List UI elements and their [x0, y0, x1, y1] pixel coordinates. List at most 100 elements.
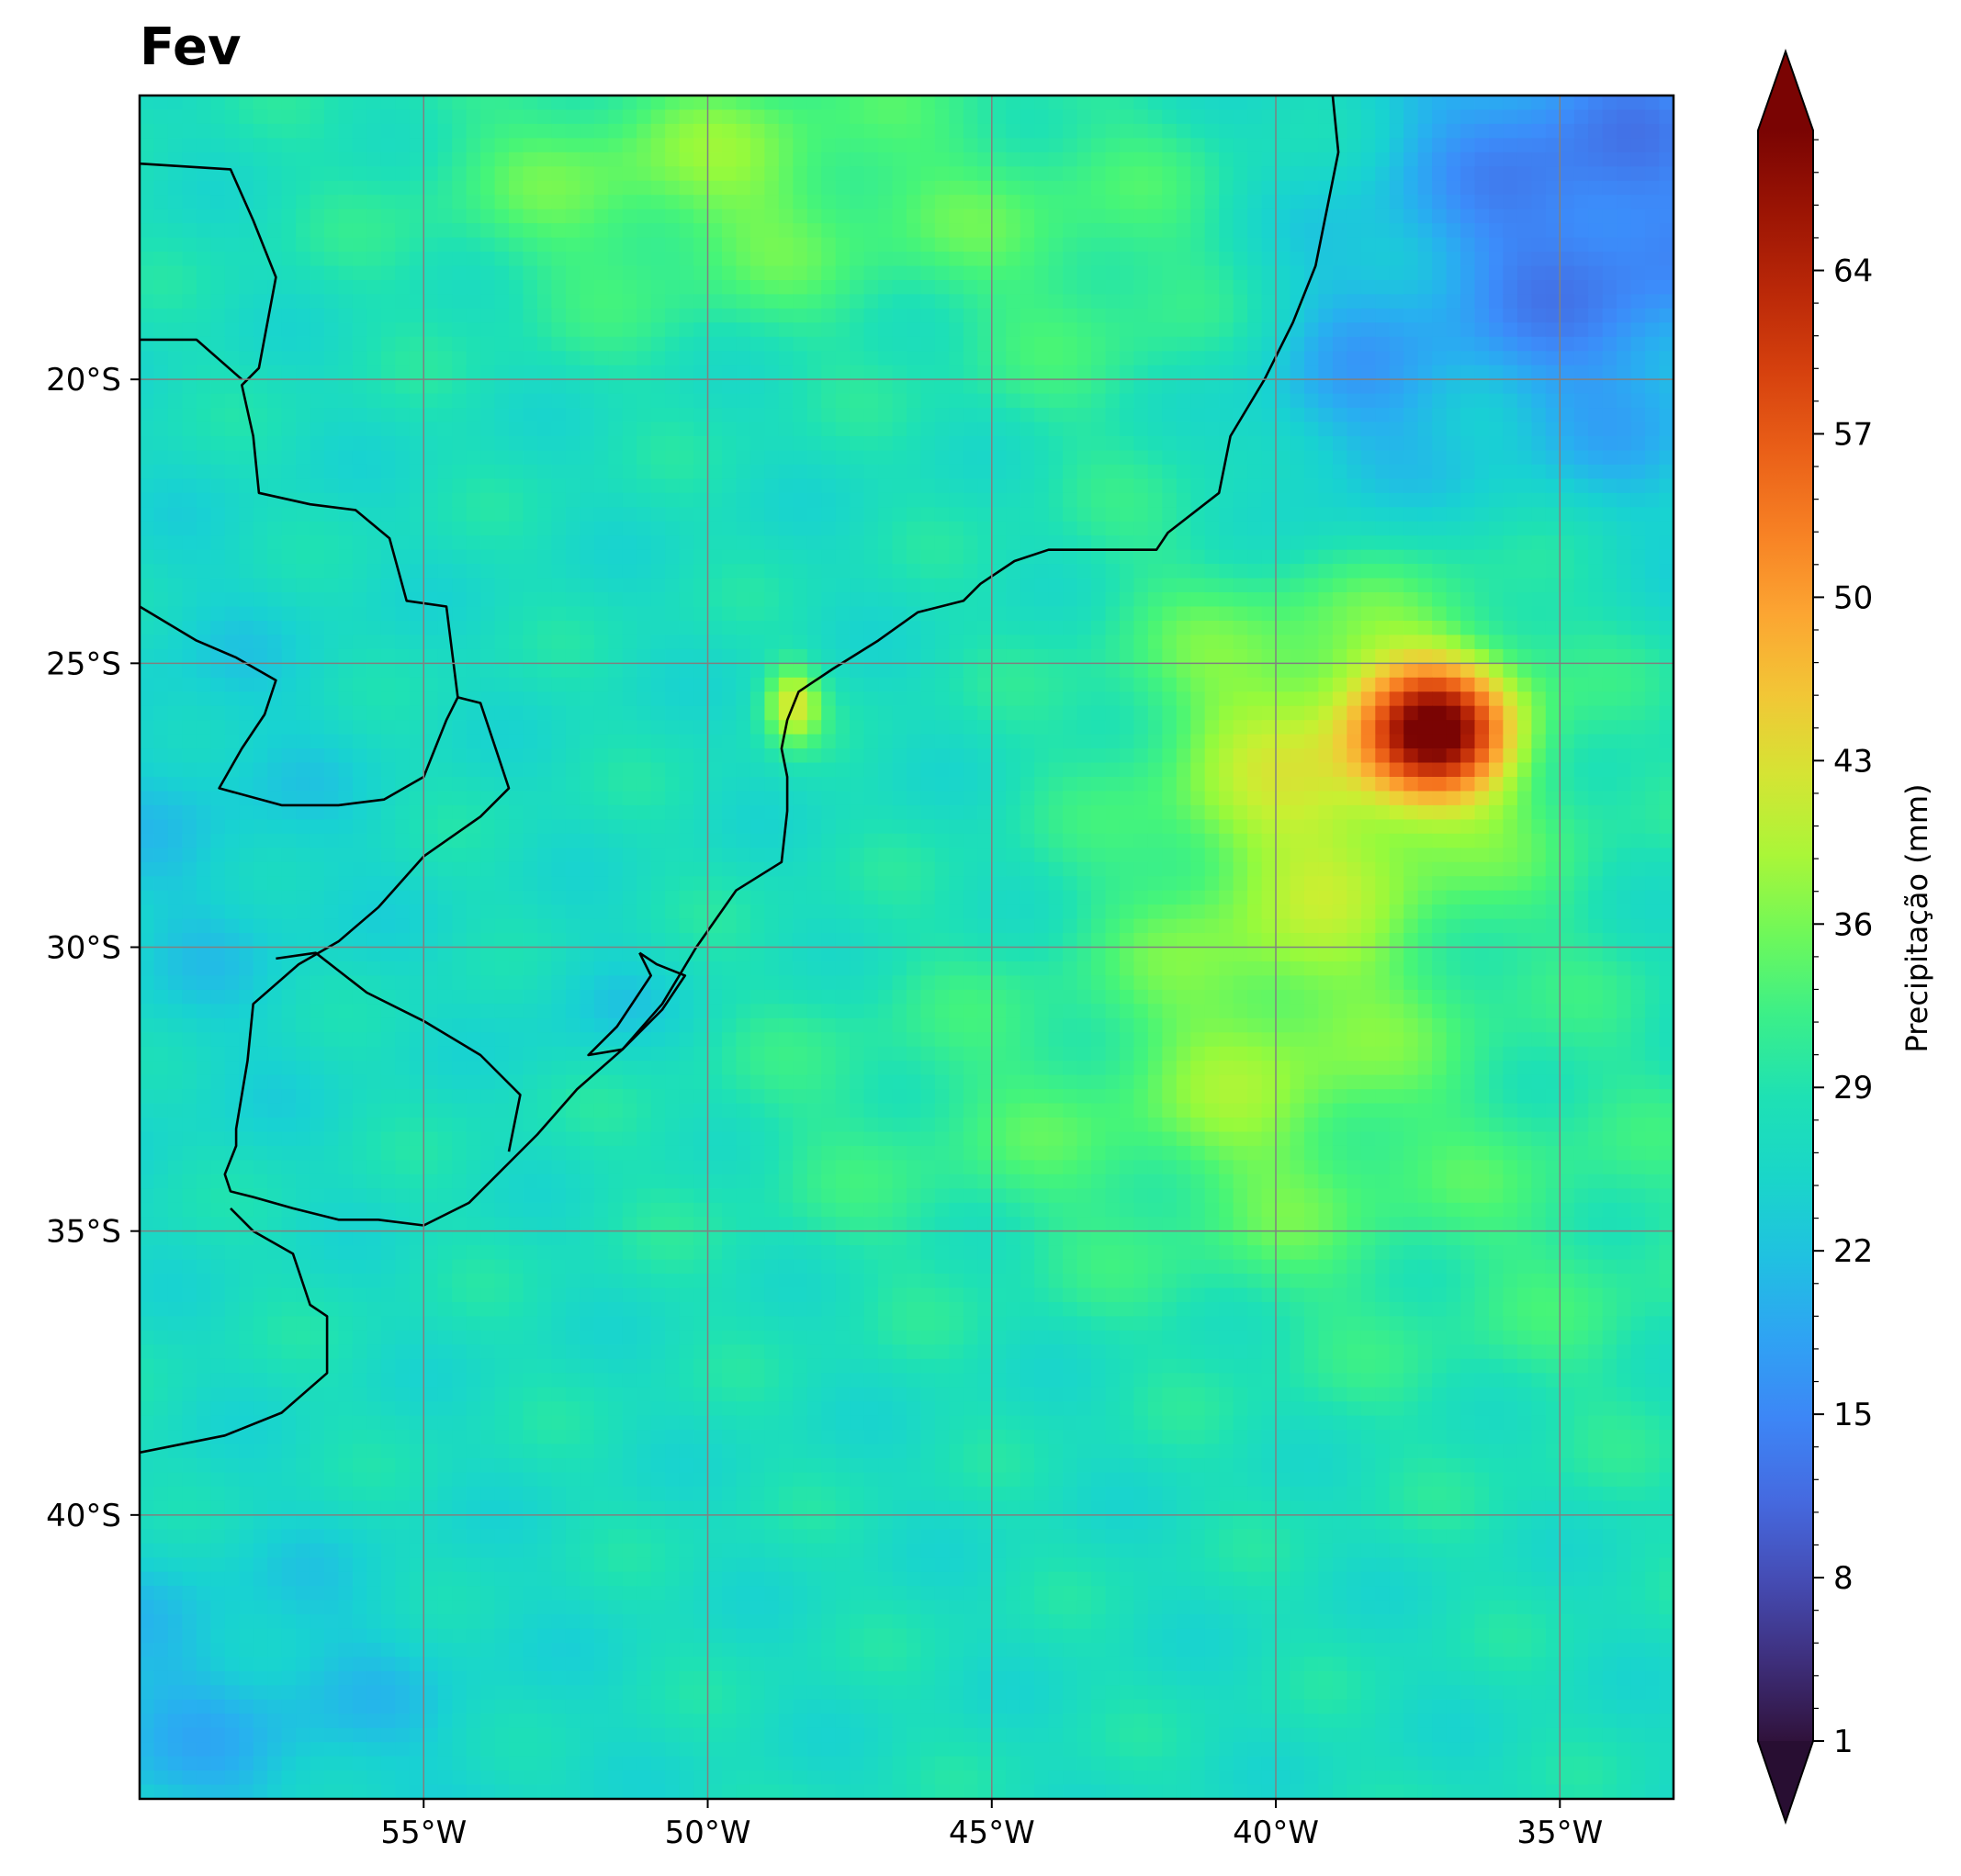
field-cell — [1531, 535, 1547, 551]
field-cell — [949, 734, 964, 749]
field-cell — [1091, 535, 1107, 551]
field-cell — [1204, 507, 1220, 522]
field-cell — [1360, 223, 1376, 239]
field-cell — [1247, 237, 1263, 253]
field-cell — [494, 734, 510, 749]
field-cell — [466, 720, 481, 736]
field-cell — [324, 478, 340, 494]
field-cell — [806, 294, 822, 309]
field-cell — [707, 549, 723, 565]
field-cell — [593, 436, 609, 452]
field-cell — [1531, 379, 1547, 395]
field-cell — [210, 109, 226, 125]
field-cell — [1560, 720, 1575, 736]
field-cell — [1063, 421, 1078, 437]
field-cell — [991, 464, 1007, 479]
field-cell — [1020, 308, 1035, 323]
field-cell — [991, 152, 1007, 167]
field-cell — [920, 478, 936, 494]
field-cell — [637, 393, 652, 409]
field-cell — [1503, 408, 1518, 423]
field-cell — [793, 208, 808, 224]
field-cell — [380, 606, 396, 622]
field-cell — [210, 294, 226, 309]
field-cell — [1006, 123, 1021, 139]
field-cell — [878, 549, 894, 565]
field-cell — [253, 535, 268, 551]
field-cell — [167, 648, 183, 664]
field-cell — [1204, 308, 1220, 323]
field-cell — [1602, 507, 1617, 522]
field-cell — [637, 663, 652, 679]
field-cell — [665, 152, 681, 167]
field-cell — [296, 492, 311, 508]
field-cell — [296, 95, 311, 111]
field-cell — [806, 351, 822, 366]
field-cell — [296, 421, 311, 437]
field-cell — [480, 578, 496, 593]
field-cell — [1460, 180, 1476, 196]
field-cell — [1304, 592, 1320, 608]
field-cell — [650, 152, 666, 167]
field-cell — [1545, 606, 1561, 622]
field-cell — [1233, 549, 1248, 565]
field-cell — [153, 109, 169, 125]
field-cell — [1219, 223, 1234, 239]
field-cell — [196, 223, 211, 239]
field-cell — [679, 237, 694, 253]
field-cell — [423, 648, 439, 664]
field-cell — [1503, 393, 1518, 409]
field-cell — [907, 109, 922, 125]
field-cell — [1006, 336, 1021, 352]
field-cell — [1318, 663, 1334, 679]
field-cell — [1219, 365, 1234, 380]
field-cell — [977, 109, 993, 125]
field-cell — [1503, 450, 1518, 466]
field-cell — [1105, 535, 1121, 551]
field-cell — [338, 663, 354, 679]
field-cell — [977, 592, 993, 608]
field-cell — [366, 95, 382, 111]
field-cell — [196, 705, 211, 721]
field-cell — [1360, 379, 1376, 395]
field-cell — [1347, 549, 1362, 565]
field-cell — [722, 195, 738, 210]
field-cell — [892, 208, 907, 224]
field-cell — [693, 208, 709, 224]
field-cell — [210, 393, 226, 409]
field-cell — [1119, 138, 1134, 153]
field-cell — [1076, 691, 1092, 707]
field-cell — [352, 393, 367, 409]
field-cell — [565, 507, 580, 522]
field-cell — [707, 621, 723, 636]
field-cell — [580, 237, 595, 253]
field-cell — [722, 507, 738, 522]
field-cell — [1360, 336, 1376, 352]
field-cell — [1545, 393, 1561, 409]
field-cell — [707, 379, 723, 395]
field-cell — [494, 95, 510, 111]
field-cell — [821, 535, 837, 551]
field-cell — [1190, 95, 1206, 111]
field-cell — [167, 180, 183, 196]
field-cell — [722, 379, 738, 395]
field-cell — [1417, 138, 1433, 153]
field-cell — [1105, 95, 1121, 111]
field-cell — [182, 408, 197, 423]
field-cell — [452, 336, 468, 352]
field-cell — [1006, 592, 1021, 608]
field-cell — [1233, 578, 1248, 593]
field-cell — [806, 492, 822, 508]
field-cell — [1247, 351, 1263, 366]
field-cell — [1602, 720, 1617, 736]
field-cell — [1617, 535, 1632, 551]
field-cell — [1588, 535, 1604, 551]
field-cell — [494, 648, 510, 664]
field-cell — [1133, 336, 1149, 352]
field-cell — [395, 705, 411, 721]
field-cell — [1233, 564, 1248, 579]
field-cell — [182, 421, 197, 437]
field-cell — [793, 379, 808, 395]
field-cell — [1389, 606, 1404, 622]
field-cell — [1617, 521, 1632, 536]
